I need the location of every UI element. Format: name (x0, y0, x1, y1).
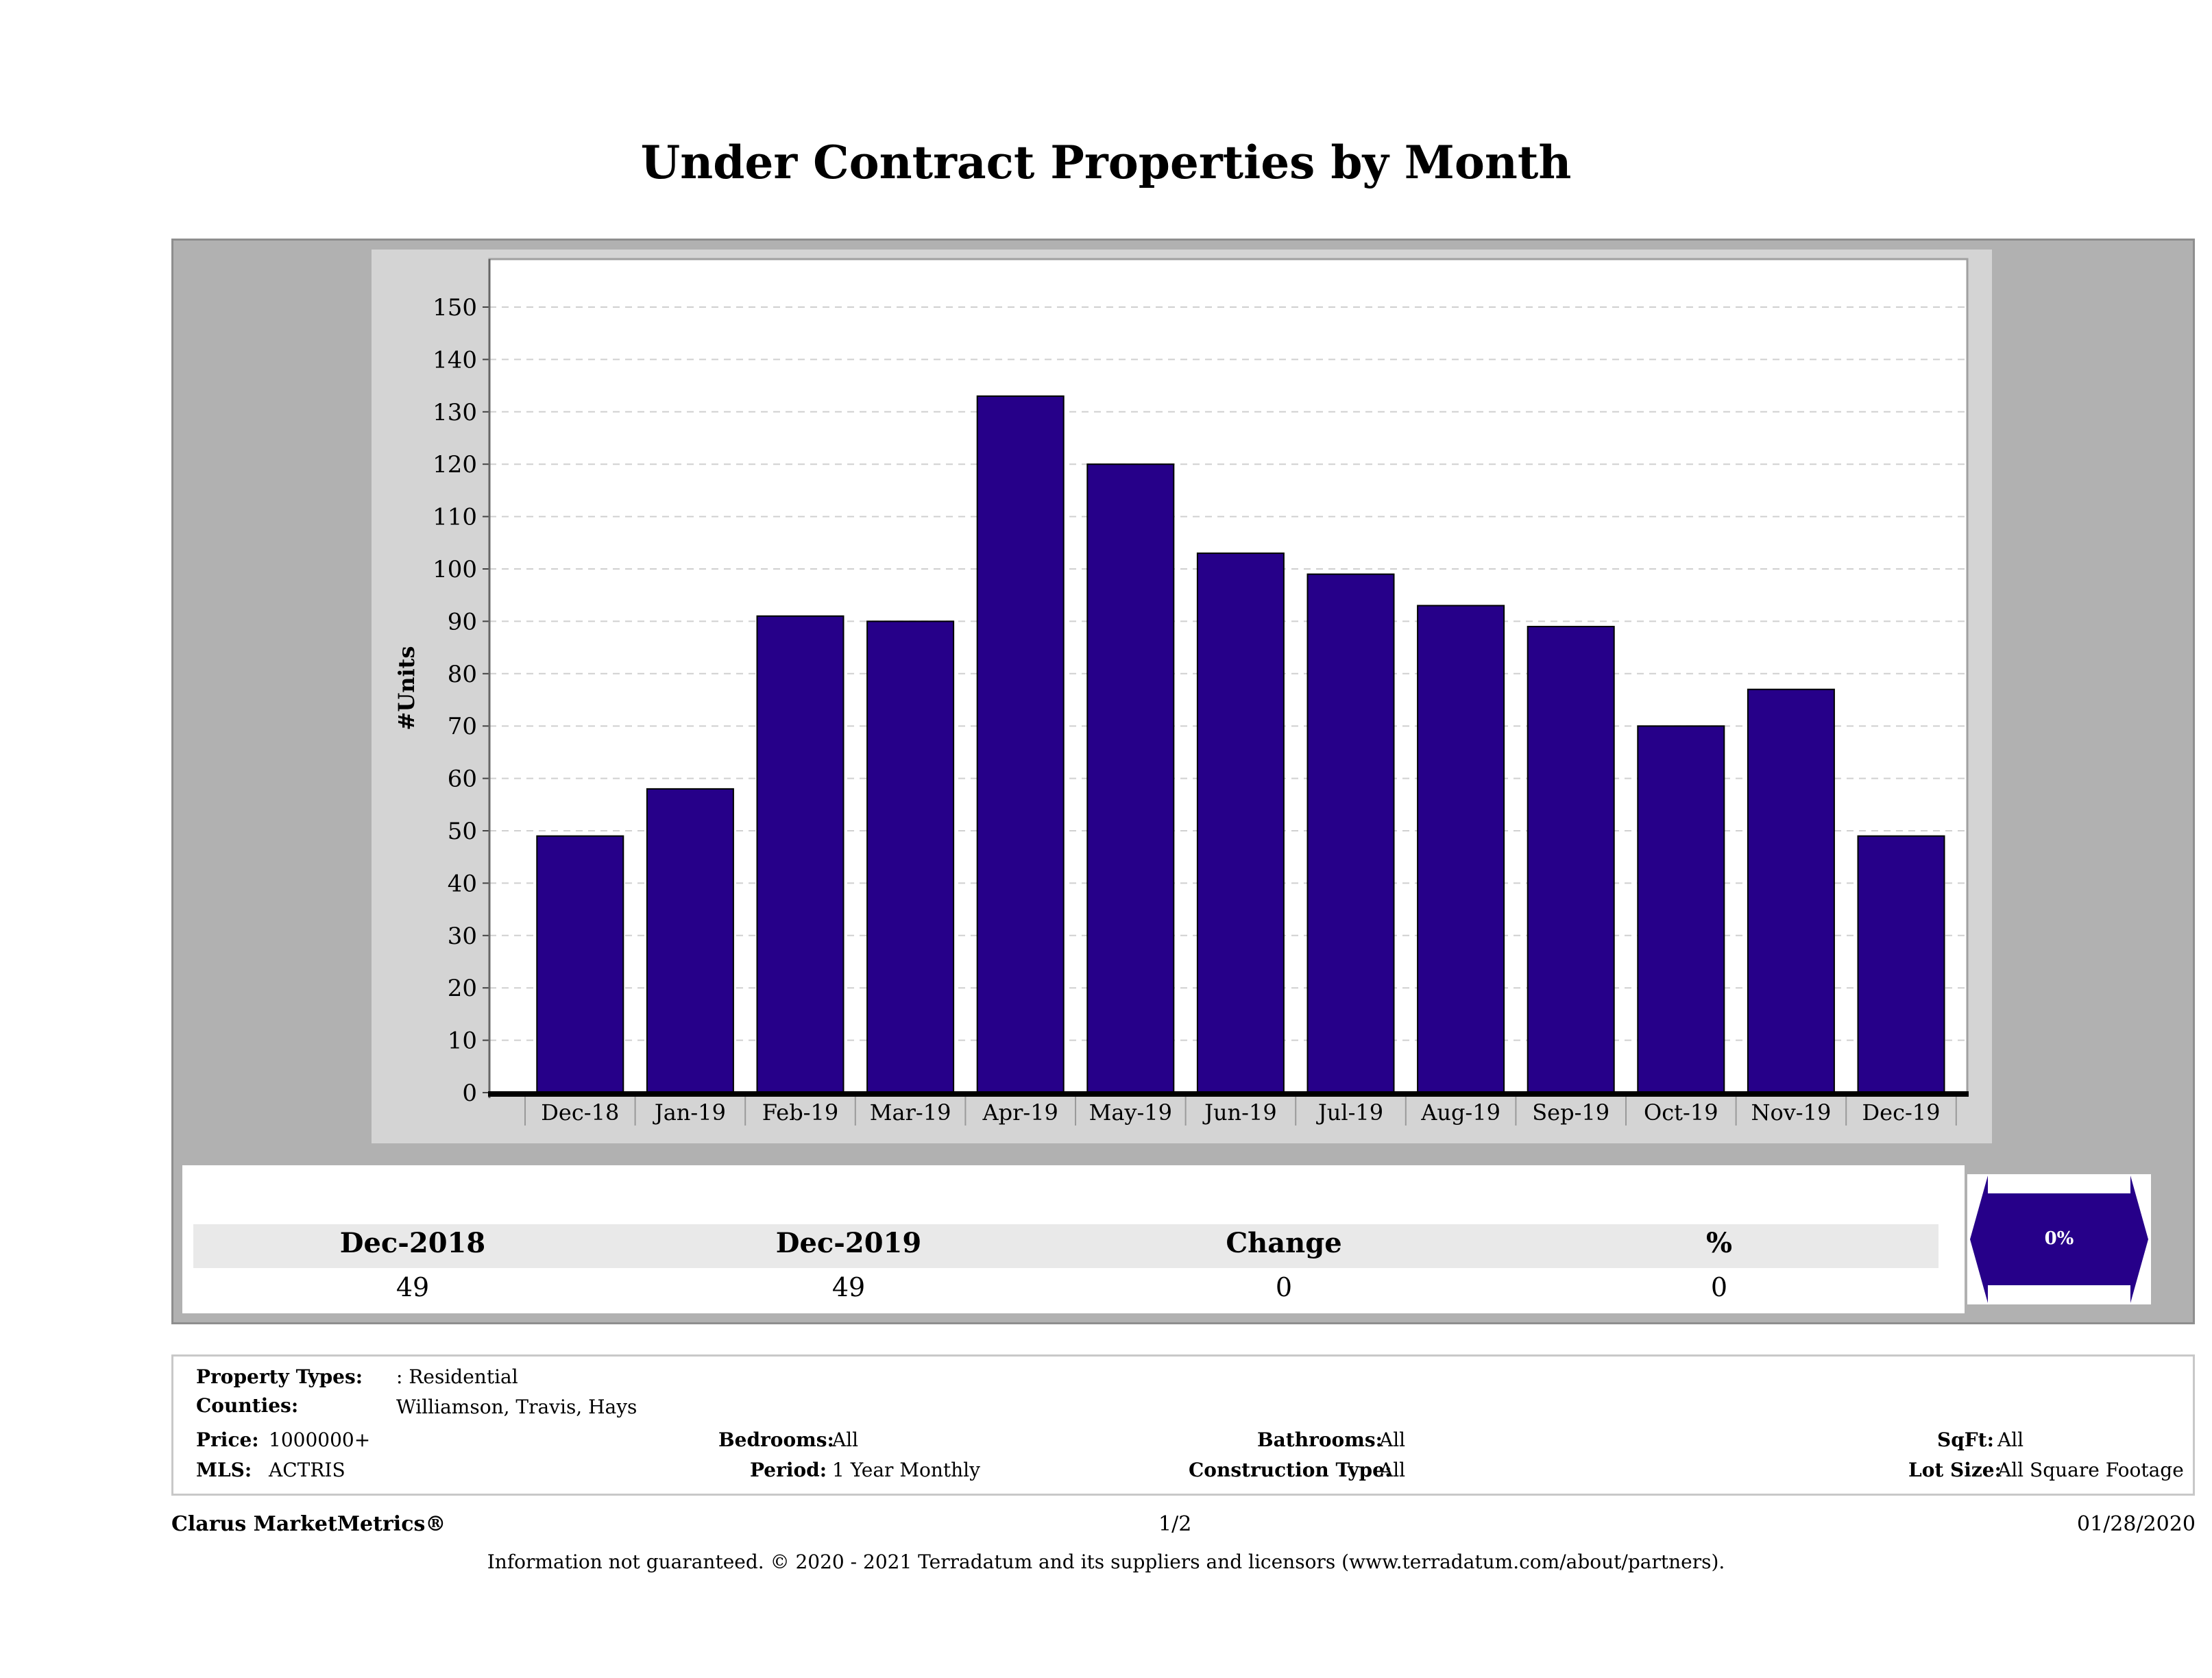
counties-value: Williamson, Travis, Hays (396, 1396, 637, 1418)
y-tick-label: 150 (433, 294, 477, 321)
disclaimer: Information not guaranteed. © 2020 - 202… (487, 1551, 1725, 1573)
stat-header-percent: % (1705, 1227, 1732, 1259)
x-tick-label: Apr-19 (982, 1099, 1058, 1126)
mls-value: ACTRIS (269, 1459, 345, 1481)
criteria-panel (171, 1354, 2195, 1496)
lot-size-label: Lot Size: (1908, 1459, 2002, 1481)
x-tick-label: Oct-19 (1644, 1099, 1718, 1126)
construction-type-value: All (1379, 1459, 1406, 1481)
stats-value-row (193, 1269, 1938, 1308)
stat-value-end: 49 (831, 1272, 866, 1302)
stat-header-change: Change (1226, 1227, 1342, 1259)
page-title: Under Contract Properties by Month (640, 136, 1572, 189)
page-number: 1/2 (1158, 1512, 1192, 1536)
x-tick-label: Jan-19 (653, 1099, 726, 1126)
bathrooms-value: All (1379, 1428, 1406, 1451)
y-tick-label: 70 (448, 713, 477, 740)
mls-label: MLS: (196, 1459, 252, 1481)
brand-name: Clarus MarketMetrics® (171, 1512, 446, 1536)
y-tick-label: 60 (448, 766, 477, 793)
bar (1306, 573, 1395, 1093)
x-tick-label: Sep-19 (1532, 1099, 1609, 1126)
period-value: 1 Year Monthly (832, 1459, 980, 1481)
bar (1196, 552, 1285, 1093)
bedrooms-value: All (832, 1428, 859, 1451)
counties-label: Counties: (196, 1394, 299, 1417)
stat-header-start: Dec-2018 (339, 1227, 486, 1259)
bar (1417, 605, 1505, 1093)
x-tick-label: Dec-19 (1862, 1099, 1940, 1126)
y-tick-label: 10 (448, 1028, 477, 1055)
bar-chart: 0 10 20 30 40 50 60 70 80 90 100 110 120 130 140 150 #Un… (393, 258, 1969, 1126)
change-indicator (1967, 1174, 2151, 1304)
x-tick-label: Jul-19 (1316, 1099, 1383, 1126)
y-tick-label: 40 (448, 870, 477, 897)
bar (646, 788, 734, 1093)
y-tick-label: 0 (462, 1080, 477, 1107)
price-value: 1000000+ (269, 1428, 371, 1451)
y-tick-label: 140 (433, 346, 477, 374)
period-label: Period: (750, 1459, 827, 1481)
bar (976, 395, 1065, 1093)
stats-band (193, 1174, 1938, 1221)
x-tick-label: Dec-18 (541, 1099, 619, 1126)
bedrooms-label: Bedrooms: (718, 1428, 834, 1451)
stats-header-row (193, 1224, 1938, 1268)
bar (536, 835, 624, 1093)
y-tick-label: 130 (433, 399, 477, 426)
y-tick-label: 100 (433, 556, 477, 583)
y-tick-label: 20 (448, 975, 477, 1002)
double-arrow-icon (1970, 1176, 2148, 1303)
y-tick-label: 120 (433, 451, 477, 478)
stat-value-percent: 0 (1710, 1272, 1728, 1302)
y-tick-label: 50 (448, 818, 477, 845)
property-types-label: Property Types: (196, 1365, 363, 1388)
sqft-value: All (1997, 1428, 2024, 1451)
change-badge: 0% (2044, 1228, 2074, 1249)
bar (1857, 835, 1945, 1093)
y-tick-label: 30 (448, 923, 477, 950)
bar (1637, 725, 1725, 1093)
stat-header-end: Dec-2019 (775, 1227, 922, 1259)
bathrooms-label: Bathrooms: (1257, 1428, 1383, 1451)
bar (1527, 626, 1615, 1093)
y-tick-label: 90 (448, 608, 477, 635)
property-types-value: : Residential (396, 1365, 518, 1388)
x-tick-label: Feb-19 (762, 1099, 838, 1126)
construction-type-label: Construction Type: (1189, 1459, 1392, 1481)
x-tick-label: Aug-19 (1420, 1099, 1500, 1126)
lot-size-value: All Square Footage (1997, 1459, 2184, 1481)
report-date: 01/28/2020 (2077, 1512, 2196, 1536)
stat-value-start: 49 (396, 1272, 430, 1302)
y-axis-label: #Units (393, 646, 420, 731)
x-tick-label: Jun-19 (1202, 1099, 1277, 1126)
bar (866, 620, 955, 1093)
bar (1086, 463, 1175, 1093)
sqft-label: SqFt: (1937, 1428, 1994, 1451)
y-tick-label: 80 (448, 661, 477, 688)
price-label: Price: (196, 1428, 259, 1451)
x-tick-label: Nov-19 (1751, 1099, 1831, 1126)
x-tick-label: Mar-19 (870, 1099, 951, 1126)
y-tick-label: 110 (433, 504, 477, 531)
bar (1747, 688, 1835, 1093)
x-tick-label: May-19 (1089, 1099, 1172, 1126)
bar (756, 615, 844, 1093)
stat-value-change: 0 (1275, 1272, 1293, 1302)
